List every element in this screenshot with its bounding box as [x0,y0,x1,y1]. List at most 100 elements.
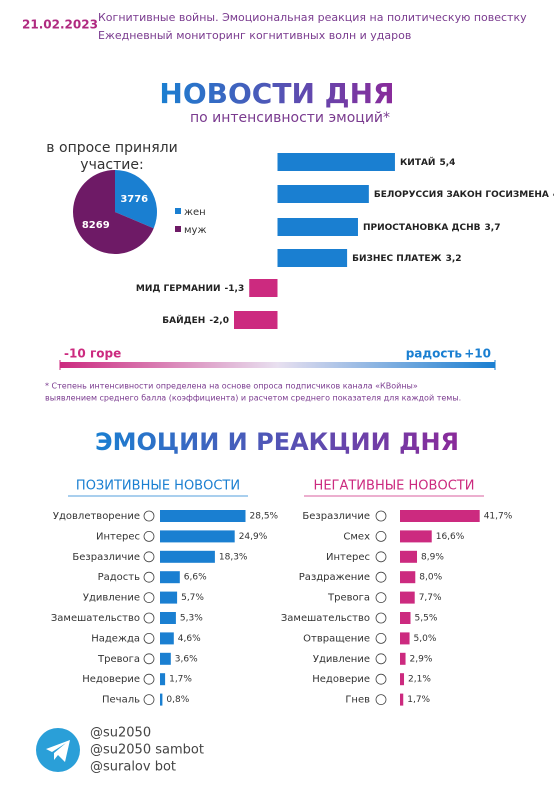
telegram-plane [46,740,70,762]
emoji-icon [143,633,155,644]
category-label: Отвращение [303,633,370,644]
category-label: Печаль [102,695,140,706]
value-label: 41,7% [484,512,513,522]
handle: @su2050 sambot [90,743,204,758]
category-label: Гнев [345,695,370,706]
pie-title-line: участие: [80,157,143,173]
bar [249,279,278,297]
emoji-icon [375,612,387,624]
bar [400,632,410,645]
header-line: Когнитивные войны. Эмоциональная реакция… [98,11,527,24]
value-label: 4,6% [178,634,201,644]
bar [277,153,395,171]
bar-category: МИД ГЕРМАНИИ [136,284,221,294]
category-label: Безразличие [302,511,370,522]
emoji-icon [143,531,155,542]
legend-label: муж [184,225,206,236]
bar-value: 5,4 [439,158,455,168]
value-label: 5,0% [414,634,437,644]
bar-value: -1,3 [225,284,245,294]
section-subtitle: ПОЗИТИВНЫЕ НОВОСТИ [76,479,240,494]
pie-title: в опросе приняли участие: [46,140,177,173]
bar [160,591,178,604]
bar [400,693,404,706]
emoji-icon [143,592,155,603]
value-label: 1,7% [407,695,430,705]
category-label: Раздражение [299,572,370,583]
bar [400,652,406,665]
category-label: Замешательство [51,613,140,624]
value-label: 5,3% [180,614,203,624]
bar-value: 3,2 [446,254,462,264]
category-label: Смех [343,531,370,542]
value-label: 5,7% [181,593,204,603]
bar [277,185,369,203]
bar-label: МИД ГЕРМАНИИ -1,3 [136,284,244,294]
value-label: 18,3% [219,552,248,562]
news-title: НОВОСТИ ДНЯ [159,77,394,110]
bar [277,249,348,267]
axis-label: радость [406,347,463,361]
bar [400,571,416,584]
emoji-icon [143,612,155,624]
emoji-icon [375,633,387,644]
emoji-icon [143,510,155,522]
legend-swatch [175,208,181,214]
value-label: 8,9% [421,552,444,562]
footnote: выявлением среднего балла (коэффициента)… [45,394,461,403]
bar-category: БЕЛОРУССИЯ ЗАКОН ГОСИЗМЕНА [374,190,549,200]
bar [234,311,278,329]
bar-label: БАЙДЕН -2,0 [162,314,229,326]
bar [400,510,480,522]
value-label: 24,9% [239,532,268,542]
news-subtitle: по интенсивности эмоций* [190,110,390,126]
bar [160,612,176,624]
category-label: Радость [98,572,141,583]
bar [160,632,174,645]
emoji-icon [143,551,155,563]
bar-value: 3,7 [485,223,501,233]
bar [400,612,411,624]
value-label: 28,5% [250,512,279,522]
bar [400,550,418,563]
pie-slice [73,170,154,254]
category-label: Удивление [313,654,370,665]
emoji-icon [375,694,387,705]
category-label: Интерес [326,552,370,563]
bar [400,530,432,543]
handle: @suralov bot [90,760,176,775]
emoji-icon [143,571,155,583]
bar [160,510,246,522]
bar [400,591,415,604]
bar-label: КИТАЙ 5,4 [400,156,455,168]
emoji-icon [375,510,387,522]
emoji-icon [375,673,387,685]
bar-value: 4,2 [553,190,554,200]
value-label: 3,6% [175,654,198,664]
bar [160,673,166,686]
value-label: 8,0% [419,573,442,583]
category-label: Тревога [327,593,370,604]
date: 21.02.2023 [22,18,98,32]
bar-category: КИТАЙ [400,156,436,168]
bar-value: -2,0 [209,316,229,326]
emoji-icon [375,653,387,665]
emoji-icon [143,673,155,685]
value-label: 5,5% [415,614,438,624]
category-label: Недоверие [312,674,370,685]
tick-label: -10 [64,347,86,361]
bar [160,530,235,543]
handle: @su2050 [90,726,151,741]
value-label: 6,6% [184,573,207,583]
tick-label: +10 [464,347,491,361]
emoji-icon [375,571,387,583]
value-label: 7,7% [419,593,442,603]
category-label: Интерес [96,531,140,542]
bar [160,652,171,665]
value-label: 16,6% [436,532,465,542]
category-label: Тревога [97,654,140,665]
pie-title-line: в опросе приняли [46,140,177,156]
bar [400,673,405,686]
category-label: Замешательство [281,613,370,624]
